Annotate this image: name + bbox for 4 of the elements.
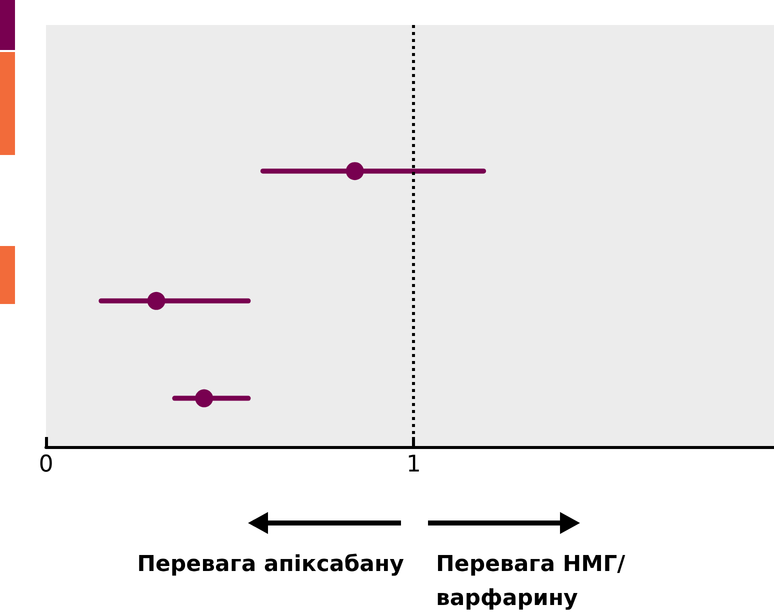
x-tick-label: 0 bbox=[38, 452, 54, 478]
x-tick-label: 1 bbox=[406, 452, 421, 478]
text: Перевага апіксабану bbox=[137, 551, 404, 579]
text: Перевага НМГ/варфарину bbox=[436, 551, 626, 612]
